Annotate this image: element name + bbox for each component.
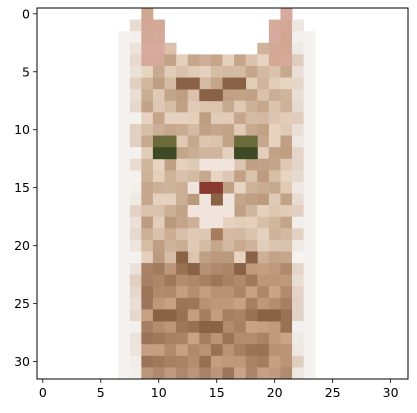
x-tick-label: 10 bbox=[151, 385, 167, 400]
x-axis: 0 5 10 15 20 25 30 bbox=[39, 379, 399, 400]
y-tick-label: 25 bbox=[14, 296, 30, 311]
y-tick-label: 10 bbox=[14, 122, 30, 137]
x-tick-label: 20 bbox=[267, 385, 283, 400]
y-tick-label: 15 bbox=[14, 180, 30, 195]
axes-frame bbox=[36, 7, 409, 380]
y-tick-label: 0 bbox=[22, 6, 30, 21]
y-tick-label: 30 bbox=[14, 354, 30, 369]
y-axis: 0 5 10 15 20 25 30 bbox=[14, 6, 37, 369]
x-tick-label: 5 bbox=[97, 385, 105, 400]
y-tick-label: 5 bbox=[22, 64, 30, 79]
x-tick-label: 30 bbox=[383, 385, 399, 400]
x-tick-label: 25 bbox=[325, 385, 341, 400]
cat-pixel-image bbox=[118, 8, 316, 380]
x-tick-label: 0 bbox=[39, 385, 47, 400]
x-tick-label: 15 bbox=[209, 385, 225, 400]
y-tick-label: 20 bbox=[14, 238, 30, 253]
